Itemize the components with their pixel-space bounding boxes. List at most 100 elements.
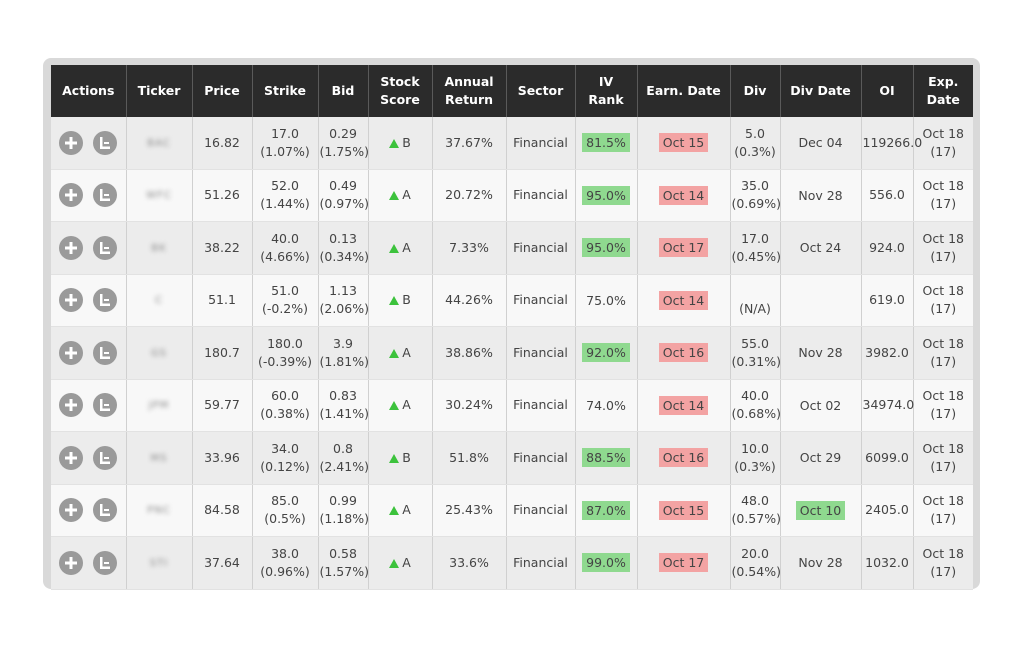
div-date-cell: Dec 04	[780, 117, 862, 170]
triangle-up-icon	[389, 191, 400, 201]
oi-cell: 556.0	[861, 169, 914, 222]
strike-cell: 60.0 (0.38%)	[252, 379, 319, 432]
plus-circle-icon[interactable]	[59, 288, 84, 313]
earn-date-value: Oct 14	[658, 290, 709, 310]
bid-cell: 1.13 (2.06%)	[318, 274, 369, 327]
stock-score-cell: B	[368, 274, 433, 327]
ticker-value: PNC	[147, 505, 171, 517]
stock-score-cell: A	[368, 536, 433, 590]
header-stock-score[interactable]: Stock Score	[368, 65, 433, 117]
chart-circle-icon[interactable]	[93, 183, 118, 208]
ticker-cell[interactable]: BK	[126, 221, 193, 275]
chart-circle-icon[interactable]	[93, 130, 118, 155]
bid-cell: 0.13 (0.34%)	[318, 221, 369, 275]
chart-circle-icon[interactable]	[93, 498, 118, 523]
iv-rank-cell: 92.0%	[575, 326, 638, 380]
actions-cell	[51, 169, 127, 222]
triangle-up-icon	[389, 296, 400, 306]
header-div[interactable]: Div	[730, 65, 781, 117]
ticker-cell[interactable]: STI	[126, 536, 193, 590]
annual-return-cell: 20.72%	[432, 169, 507, 222]
earn-date-value: Oct 16	[658, 343, 709, 363]
header-iv-rank[interactable]: IV Rank	[575, 65, 638, 117]
iv-rank-value: 95.0%	[582, 238, 630, 258]
plus-circle-icon[interactable]	[59, 130, 84, 155]
earn-date-value: Oct 17	[658, 238, 709, 258]
div-cell: 35.0 (0.69%)	[730, 169, 781, 222]
price-cell: 38.22	[192, 221, 253, 275]
header-annual-return[interactable]: Annual Return	[432, 65, 507, 117]
ticker-cell[interactable]: BAC	[126, 117, 193, 170]
div-date-value: Dec 04	[798, 135, 843, 151]
plus-circle-icon[interactable]	[59, 498, 84, 523]
iv-rank-cell: 95.0%	[575, 221, 638, 275]
iv-rank-value: 75.0%	[586, 292, 626, 308]
header-price[interactable]: Price	[192, 65, 253, 117]
header-strike[interactable]: Strike	[252, 65, 319, 117]
earn-date-cell: Oct 17	[637, 536, 731, 590]
div-date-cell: Oct 24	[780, 221, 862, 275]
ticker-cell[interactable]: WFC	[126, 169, 193, 222]
div-cell: 10.0 (0.3%)	[730, 431, 781, 485]
stock-score-cell: B	[368, 431, 433, 485]
header-bid[interactable]: Bid	[318, 65, 369, 117]
table-row: BK 38.22 40.0 (4.66%) 0.13 (0.34%) A 7.33% Finan…	[51, 221, 973, 275]
plus-circle-icon[interactable]	[59, 445, 84, 470]
plus-circle-icon[interactable]	[59, 183, 84, 208]
chart-circle-icon[interactable]	[93, 445, 118, 470]
plus-circle-icon[interactable]	[59, 550, 84, 575]
earn-date-cell: Oct 15	[637, 117, 731, 170]
iv-rank-value: 92.0%	[582, 343, 630, 363]
div-date-cell: Oct 29	[780, 431, 862, 485]
price-cell: 33.96	[192, 431, 253, 485]
table-row: JPM 59.77 60.0 (0.38%) 0.83 (1.41%) A 30.24% Fin…	[51, 379, 973, 432]
ticker-value: JPM	[148, 400, 170, 412]
header-sector[interactable]: Sector	[506, 65, 576, 117]
chart-circle-icon[interactable]	[93, 340, 118, 365]
bid-cell: 0.58 (1.57%)	[318, 536, 369, 590]
header-div-date[interactable]: Div Date	[780, 65, 862, 117]
header-ticker[interactable]: Ticker	[126, 65, 193, 117]
plus-circle-icon[interactable]	[59, 340, 84, 365]
table-row: PNC 84.58 85.0 (0.5%) 0.99 (1.18%) A 25.43% Fina…	[51, 484, 973, 537]
ticker-cell[interactable]: GS	[126, 326, 193, 380]
bid-cell: 0.49 (0.97%)	[318, 169, 369, 222]
options-table: Actions Ticker Price Strike Bid Stock Sco…	[51, 65, 973, 590]
stock-score-cell: A	[368, 484, 433, 537]
div-cell: (N/A)	[730, 274, 781, 327]
price-cell: 51.1	[192, 274, 253, 327]
div-date-value: Oct 10	[795, 500, 846, 520]
table-row: WFC 51.26 52.0 (1.44%) 0.49 (0.97%) A 20.72% Fin…	[51, 169, 973, 222]
header-exp-date[interactable]: Exp. Date	[913, 65, 973, 117]
ticker-cell[interactable]: C	[126, 274, 193, 327]
exp-date-cell: Oct 18 (17)	[913, 379, 973, 432]
div-date-value: Nov 28	[798, 345, 843, 361]
actions-cell	[51, 274, 127, 327]
chart-circle-icon[interactable]	[93, 550, 118, 575]
header-oi[interactable]: OI	[861, 65, 914, 117]
sector-cell: Financial	[506, 221, 576, 275]
chart-circle-icon[interactable]	[93, 288, 118, 313]
sector-cell: Financial	[506, 326, 576, 380]
earn-date-value: Oct 15	[658, 500, 709, 520]
chart-circle-icon[interactable]	[93, 393, 118, 418]
exp-date-cell: Oct 18 (17)	[913, 431, 973, 485]
oi-cell: 119266.0	[861, 117, 922, 170]
plus-circle-icon[interactable]	[59, 393, 84, 418]
strike-cell: 85.0 (0.5%)	[252, 484, 319, 537]
header-earn-date[interactable]: Earn. Date	[637, 65, 731, 117]
stock-score-cell: A	[368, 379, 433, 432]
ticker-cell[interactable]: JPM	[126, 379, 193, 432]
ticker-value: STI	[149, 557, 169, 569]
sector-cell: Financial	[506, 379, 576, 432]
triangle-up-icon	[389, 453, 400, 463]
earn-date-cell: Oct 16	[637, 326, 731, 380]
chart-circle-icon[interactable]	[93, 235, 118, 260]
ticker-cell[interactable]: PNC	[126, 484, 193, 537]
triangle-up-icon	[389, 138, 400, 148]
header-actions[interactable]: Actions	[51, 65, 127, 117]
ticker-cell[interactable]: MS	[126, 431, 193, 485]
actions-cell	[51, 326, 127, 380]
plus-circle-icon[interactable]	[59, 235, 84, 260]
stock-score-cell: B	[368, 117, 433, 170]
